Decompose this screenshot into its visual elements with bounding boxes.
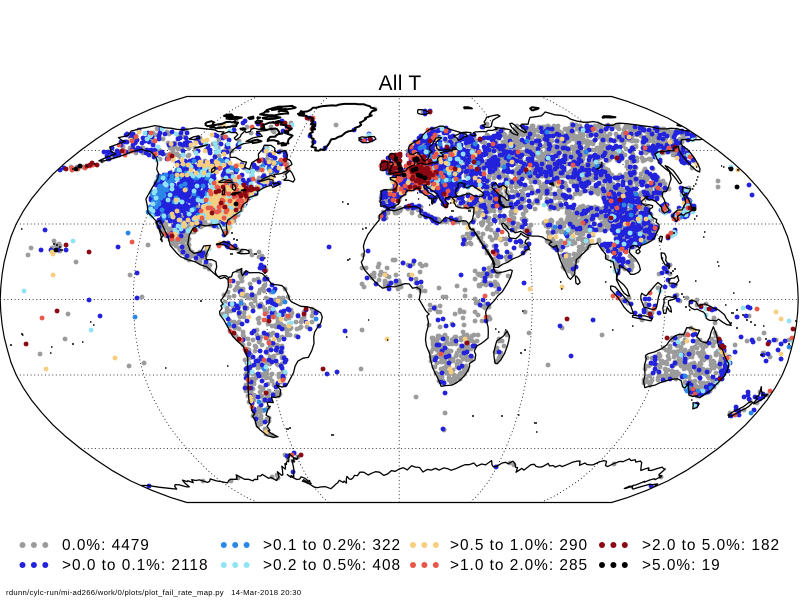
svg-text:>1.0 to 2.0%: 285: >1.0 to 2.0%: 285 bbox=[450, 557, 588, 574]
svg-text:All T: All T bbox=[378, 72, 421, 95]
svg-text:rdunn/cylc-run/mi-ad266/work/0: rdunn/cylc-run/mi-ad266/work/0/plots/plo… bbox=[6, 588, 301, 597]
svg-text:>0.0 to 0.1%: 2118: >0.0 to 0.1%: 2118 bbox=[62, 557, 209, 574]
svg-text:>0.5 to 1.0%: 290: >0.5 to 1.0%: 290 bbox=[450, 537, 588, 554]
svg-text:>0.1 to 0.2%: 322: >0.1 to 0.2%: 322 bbox=[263, 537, 401, 554]
svg-text:>2.0 to 5.0%: 182: >2.0 to 5.0%: 182 bbox=[642, 537, 780, 554]
svg-text:0.0%: 4479: 0.0%: 4479 bbox=[62, 537, 150, 554]
svg-text:>5.0%: 19: >5.0%: 19 bbox=[642, 557, 721, 574]
svg-text:>0.2 to 0.5%: 408: >0.2 to 0.5%: 408 bbox=[263, 557, 401, 574]
